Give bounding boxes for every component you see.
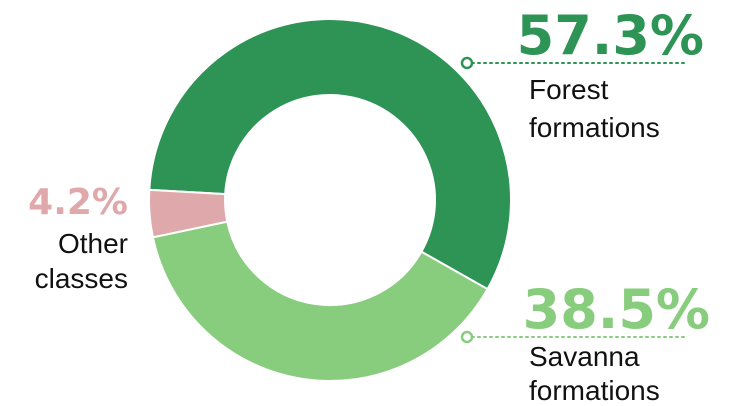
leader-dot-savanna [460, 330, 474, 344]
slice-forest [148, 18, 512, 291]
pct-label-forest: 57.3% [517, 4, 704, 67]
donut-slices [148, 18, 512, 382]
series-label-other-line2: classes [35, 263, 128, 294]
series-label-savanna-line2: formations [529, 375, 660, 406]
pct-label-savanna: 38.5% [523, 278, 710, 341]
callout-forest: 57.3% Forest formations [460, 4, 704, 143]
leader-dot-forest [460, 56, 474, 70]
callout-other: 4.2% Other classes [28, 182, 128, 294]
callout-savanna: 38.5% Savanna formations [460, 278, 710, 406]
series-label-savanna-line1: Savanna [529, 341, 640, 372]
series-label-forest-line2: formations [529, 112, 660, 143]
series-label-other-line1: Other [58, 228, 128, 259]
series-label-forest-line1: Forest [529, 74, 609, 105]
pct-label-other: 4.2% [28, 182, 128, 223]
slice-other [148, 188, 229, 239]
slice-savanna [151, 220, 489, 382]
